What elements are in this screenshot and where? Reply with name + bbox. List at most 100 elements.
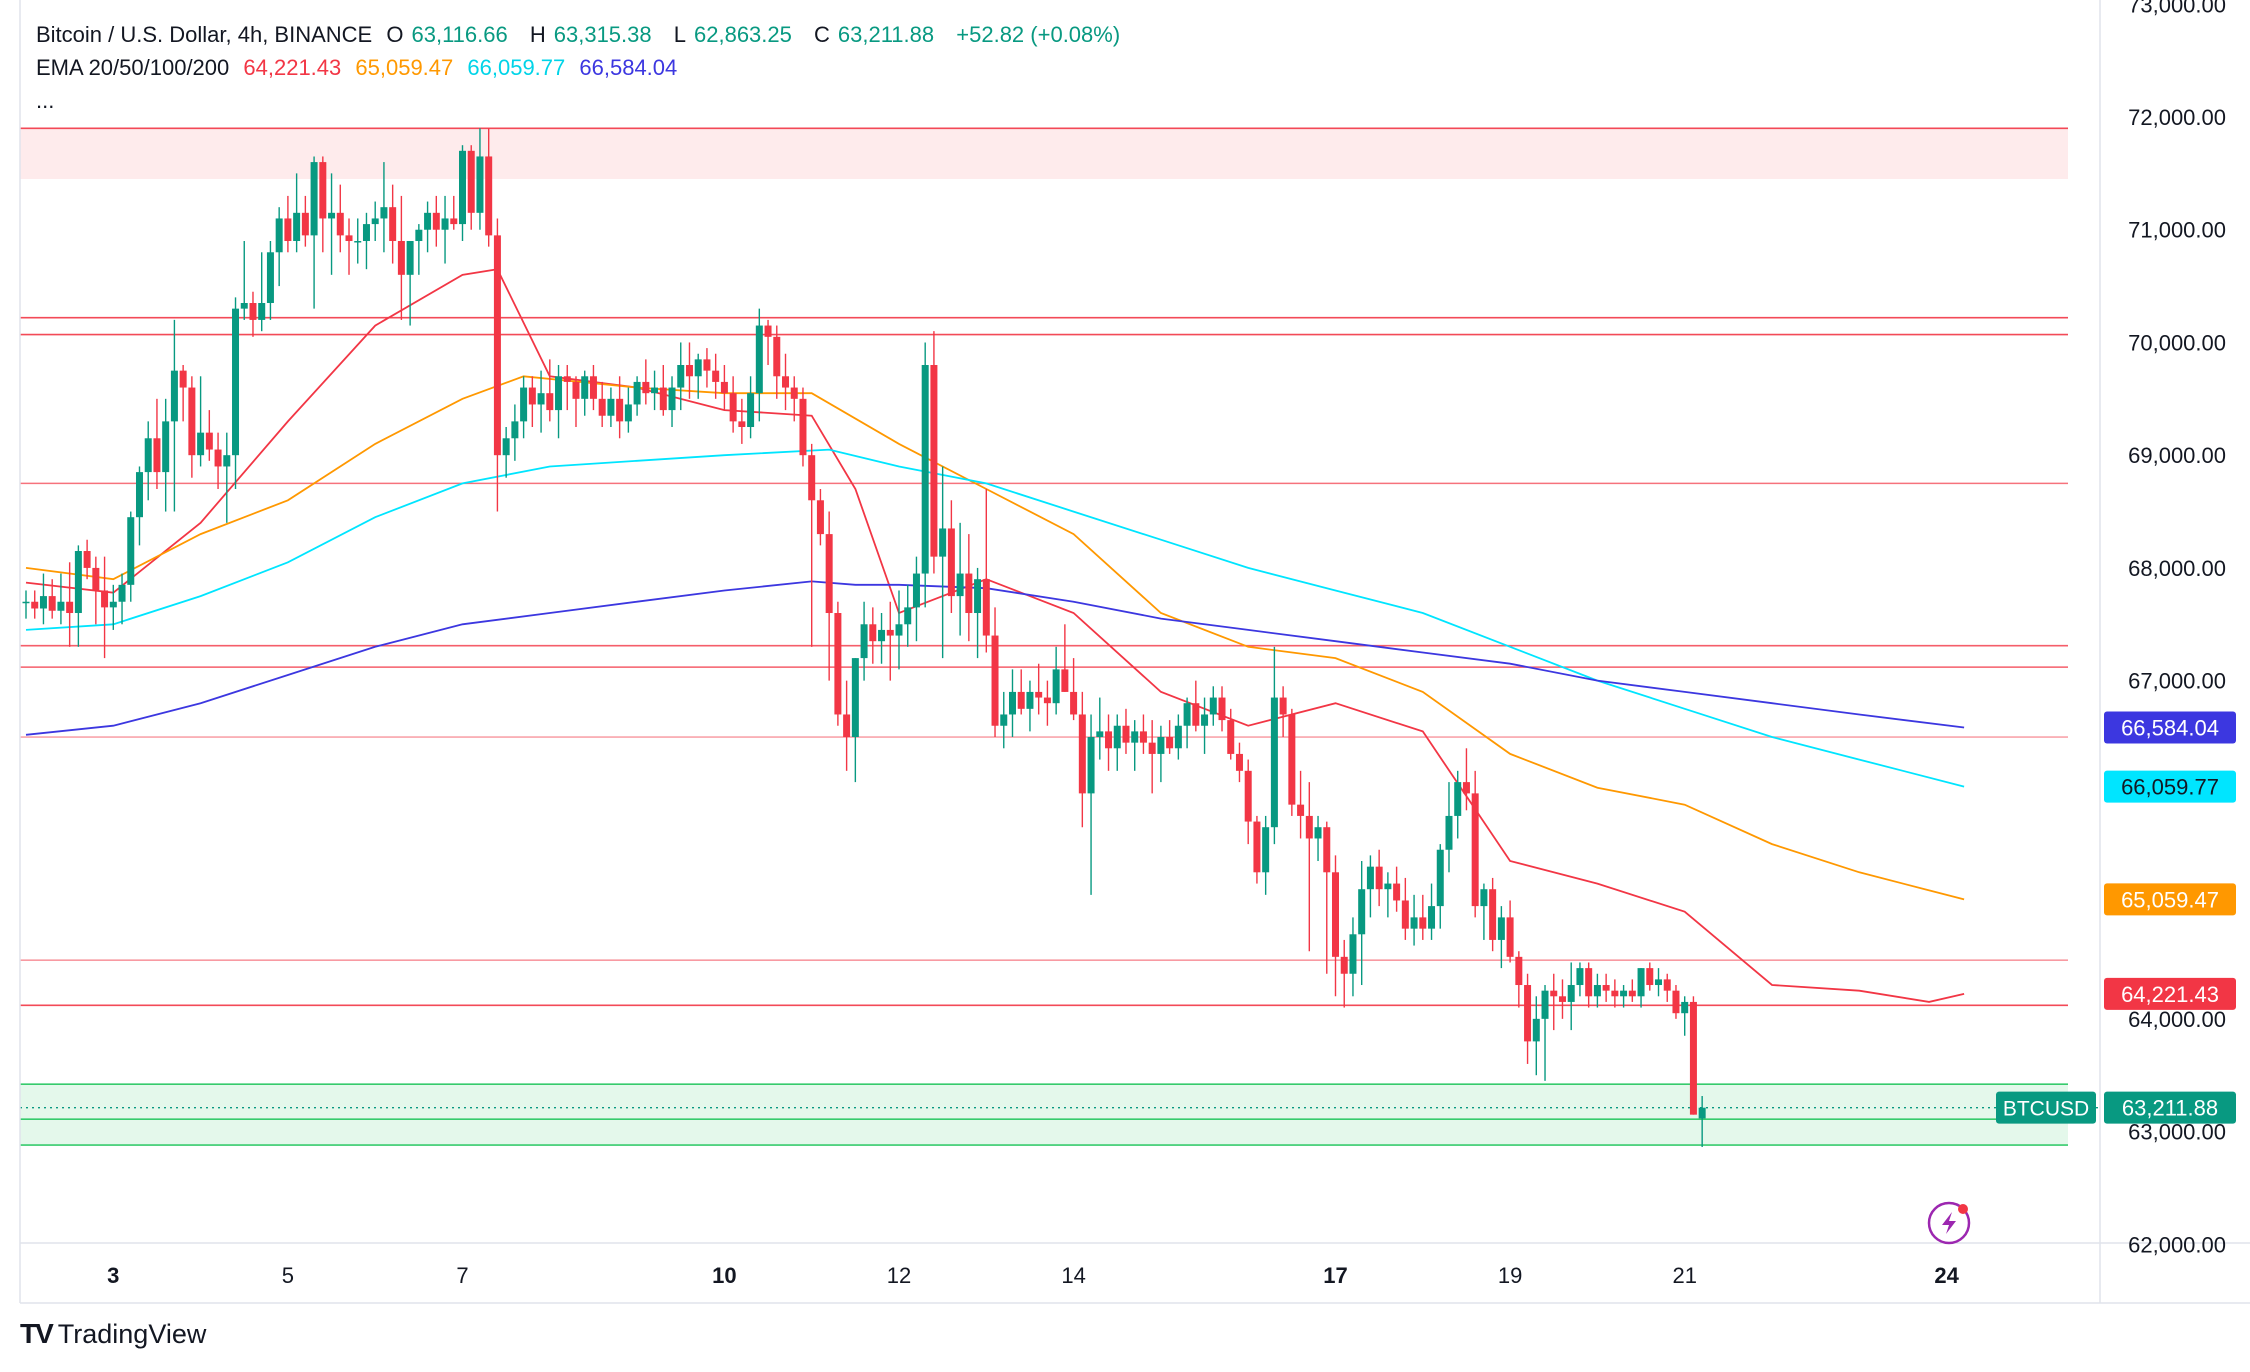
candle-up[interactable] bbox=[362, 212, 370, 270]
candle-down[interactable] bbox=[1646, 962, 1654, 991]
candle-up[interactable] bbox=[1113, 714, 1121, 771]
candle-up[interactable] bbox=[135, 466, 143, 546]
candle-down[interactable] bbox=[1192, 680, 1200, 732]
candle-up[interactable] bbox=[1384, 872, 1392, 918]
candle-down[interactable] bbox=[31, 590, 39, 619]
price-tag[interactable]: 66,584.04 bbox=[2104, 711, 2236, 744]
candle-down[interactable] bbox=[188, 376, 196, 478]
candle-up[interactable] bbox=[39, 573, 47, 625]
candle-up[interactable] bbox=[1131, 720, 1139, 771]
candle-down[interactable] bbox=[1515, 951, 1523, 1008]
candle-down[interactable] bbox=[528, 376, 536, 428]
candle-down[interactable] bbox=[336, 184, 344, 253]
candle-up[interactable] bbox=[956, 522, 964, 636]
candle-up[interactable] bbox=[1532, 996, 1540, 1076]
legend-ema-label[interactable]: EMA 20/50/100/200 bbox=[36, 55, 230, 80]
candle-down[interactable] bbox=[66, 562, 74, 647]
candle-up[interactable] bbox=[1567, 962, 1575, 1031]
candle-up[interactable] bbox=[1096, 697, 1104, 760]
candle-up[interactable] bbox=[57, 573, 65, 625]
candle-down[interactable] bbox=[1471, 770, 1479, 918]
candle-up[interactable] bbox=[424, 201, 432, 253]
candle-down[interactable] bbox=[1462, 748, 1470, 811]
candle-down[interactable] bbox=[1166, 720, 1174, 754]
candle-up[interactable] bbox=[109, 584, 117, 630]
candle-up[interactable] bbox=[1681, 996, 1689, 1036]
candle-up[interactable] bbox=[354, 218, 362, 264]
candle-down[interactable] bbox=[485, 128, 493, 247]
candle-down[interactable] bbox=[1558, 979, 1566, 1019]
candle-up[interactable] bbox=[633, 376, 641, 416]
candle-down[interactable] bbox=[947, 500, 955, 614]
candle-down[interactable] bbox=[1122, 708, 1130, 754]
candle-down[interactable] bbox=[179, 365, 187, 422]
candle-down[interactable] bbox=[729, 376, 737, 433]
candle-up[interactable] bbox=[1209, 686, 1217, 726]
candle-down[interactable] bbox=[773, 325, 781, 399]
candle-down[interactable] bbox=[799, 387, 807, 467]
candle-down[interactable] bbox=[1227, 708, 1235, 760]
candle-up[interactable] bbox=[904, 584, 912, 647]
candle-up[interactable] bbox=[555, 365, 563, 439]
candle-up[interactable] bbox=[170, 319, 178, 512]
candle-down[interactable] bbox=[1218, 686, 1226, 732]
symbol-tag[interactable]: BTCUSD bbox=[1996, 1091, 2096, 1124]
candle-down[interactable] bbox=[432, 195, 440, 247]
legend-symbol[interactable]: Bitcoin / U.S. Dollar, 4h, BINANCE bbox=[36, 22, 373, 47]
candle-down[interactable] bbox=[1393, 866, 1401, 912]
candle-up[interactable] bbox=[1183, 697, 1191, 749]
candle-down[interactable] bbox=[1602, 973, 1610, 1002]
candle-up[interactable] bbox=[406, 241, 414, 326]
candle-up[interactable] bbox=[441, 195, 449, 264]
candle-up[interactable] bbox=[502, 427, 510, 478]
candle-down[interactable] bbox=[1244, 759, 1252, 845]
candle-down[interactable] bbox=[685, 342, 693, 399]
candle-down[interactable] bbox=[1524, 973, 1532, 1064]
candle-up[interactable] bbox=[755, 308, 763, 422]
candle-down[interactable] bbox=[843, 680, 851, 771]
candle-up[interactable] bbox=[1454, 770, 1462, 839]
candle-up[interactable] bbox=[459, 145, 466, 242]
price-tag[interactable]: 63,211.88 bbox=[2104, 1091, 2236, 1124]
candle-down[interactable] bbox=[1253, 815, 1261, 884]
candle-down[interactable] bbox=[572, 376, 580, 428]
candle-down[interactable] bbox=[869, 607, 877, 664]
candle-up[interactable] bbox=[1576, 962, 1584, 997]
candle-up[interactable] bbox=[310, 156, 318, 309]
candle-down[interactable] bbox=[1332, 855, 1339, 997]
candle-down[interactable] bbox=[1078, 691, 1086, 828]
candle-up[interactable] bbox=[1480, 883, 1488, 940]
candle-down[interactable] bbox=[1401, 877, 1409, 940]
candle-up[interactable] bbox=[624, 387, 632, 433]
candle-up[interactable] bbox=[1157, 725, 1165, 783]
candle-up[interactable] bbox=[1358, 861, 1366, 986]
candle-down[interactable] bbox=[1017, 669, 1025, 715]
candle-down[interactable] bbox=[782, 353, 790, 411]
candle-down[interactable] bbox=[930, 331, 938, 574]
candle-up[interactable] bbox=[476, 128, 484, 230]
candle-down[interactable] bbox=[397, 195, 405, 320]
candle-down[interactable] bbox=[284, 195, 292, 253]
candle-down[interactable] bbox=[92, 556, 100, 625]
candle-down[interactable] bbox=[249, 291, 257, 337]
candle-up[interactable] bbox=[1593, 973, 1601, 1008]
candle-down[interactable] bbox=[816, 489, 824, 546]
candle-down[interactable] bbox=[808, 443, 816, 647]
candle-up[interactable] bbox=[1174, 714, 1182, 760]
candle-down[interactable] bbox=[1305, 782, 1313, 952]
candle-down[interactable] bbox=[598, 381, 606, 428]
candle-up[interactable] bbox=[1201, 697, 1209, 754]
candle-down[interactable] bbox=[345, 218, 353, 275]
candle-down[interactable] bbox=[205, 410, 213, 461]
candle-down[interactable] bbox=[982, 489, 990, 653]
candle-down[interactable] bbox=[319, 156, 327, 253]
candle-up[interactable] bbox=[1026, 680, 1034, 732]
candle-up[interactable] bbox=[240, 241, 248, 320]
candle-up[interactable] bbox=[511, 404, 519, 461]
candle-down[interactable] bbox=[153, 398, 161, 490]
candle-up[interactable] bbox=[607, 387, 615, 428]
candle-up[interactable] bbox=[1314, 815, 1322, 862]
candle-down[interactable] bbox=[1070, 658, 1078, 721]
candle-down[interactable] bbox=[1340, 939, 1348, 1008]
candle-down[interactable] bbox=[1288, 708, 1296, 816]
